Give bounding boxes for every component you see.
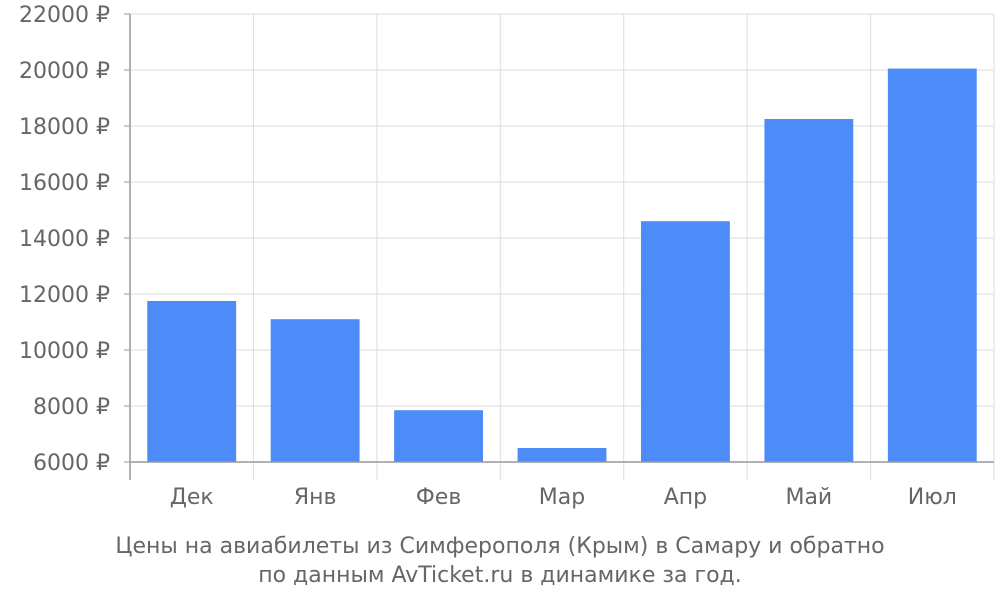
y-axis-ticks: 6000 ₽ 8000 ₽ 10000 ₽ 12000 ₽ 14000 ₽ 16000 ₽… [19, 3, 130, 476]
chart-caption: Цены на авиабилеты из Симферополя (Крым)… [0, 532, 1000, 590]
bars [147, 68, 977, 462]
y-tick-label: 12000 ₽ [19, 283, 110, 308]
caption-line-1: Цены на авиабилеты из Симферополя (Крым)… [115, 534, 885, 559]
y-tick-label: 6000 ₽ [33, 451, 110, 476]
x-tick-label: Июл [908, 485, 957, 510]
y-tick-label: 10000 ₽ [19, 339, 110, 364]
y-tick-label: 16000 ₽ [19, 171, 110, 196]
y-tick-label: 18000 ₽ [19, 115, 110, 140]
y-tick-label: 20000 ₽ [19, 59, 110, 84]
x-axis-labels: Дек Янв Фев Мар Апр Май Июл [129, 462, 995, 510]
bar-5 [764, 119, 854, 462]
bar-3 [517, 448, 607, 462]
bar-4 [640, 221, 730, 462]
bar-0 [147, 301, 237, 462]
x-tick-label: Дек [170, 485, 214, 510]
y-tick-label: 22000 ₽ [19, 3, 110, 28]
bar-2 [394, 410, 484, 462]
x-tick-label: Апр [664, 485, 707, 510]
caption-line-2: по данным AvTicket.ru в динамике за год. [258, 563, 742, 588]
bar-1 [270, 319, 360, 462]
axes [129, 14, 994, 480]
bar-chart: 6000 ₽ 8000 ₽ 10000 ₽ 12000 ₽ 14000 ₽ 16000 ₽… [19, 3, 995, 510]
y-tick-label: 8000 ₽ [33, 395, 110, 420]
x-tick-label: Янв [294, 485, 337, 510]
y-tick-label: 14000 ₽ [19, 227, 110, 252]
bar-6 [887, 68, 977, 462]
x-tick-label: Фев [416, 485, 461, 510]
x-tick-label: Мар [539, 485, 585, 510]
grid-lines [130, 13, 995, 463]
x-tick-label: Май [785, 485, 832, 510]
